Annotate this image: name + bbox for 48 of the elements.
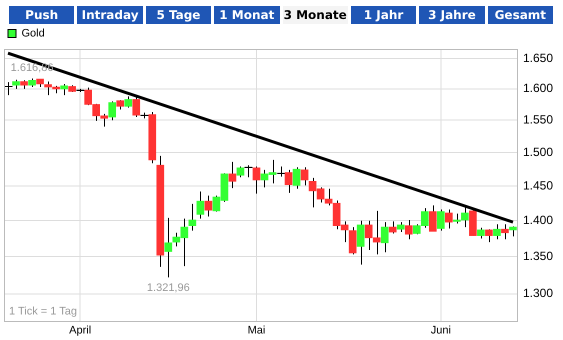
candlestick [196, 191, 204, 220]
candlestick [228, 161, 236, 189]
candlestick [116, 100, 124, 110]
candlestick [60, 83, 68, 96]
candlestick [493, 224, 501, 240]
y-tick-label: 1.450 [522, 178, 554, 192]
legend-label: Gold [22, 28, 45, 40]
text: 3 Monate [282, 6, 348, 24]
candlestick [388, 220, 397, 234]
candlestick [477, 227, 485, 239]
candlestick [445, 208, 453, 229]
text: Push [9, 6, 74, 24]
y-tick-label: 1.600 [522, 81, 554, 96]
y-tick-label: 1.400 [522, 213, 554, 228]
candlestick [348, 226, 356, 255]
candlestick [501, 224, 509, 240]
text: 1 Monat [214, 6, 280, 24]
candlestick [124, 96, 132, 108]
text: 5 Tage [146, 6, 212, 24]
candlestick [292, 166, 300, 190]
candlestick [108, 100, 116, 121]
y-tick-label: 1.350 [522, 248, 554, 263]
y-tick-label: 1.300 [522, 286, 554, 300]
annotation: 1.616,86 [10, 62, 54, 74]
candlestick [428, 204, 437, 232]
text: Gesamt [488, 6, 553, 24]
candlestick [380, 222, 389, 253]
annotation: 1.321,96 [146, 282, 190, 294]
y-tick-label: 1.550 [522, 112, 554, 127]
candlestick [396, 222, 405, 233]
candlestick [164, 217, 172, 278]
candlestick [12, 79, 20, 90]
y-tick-label: 1.650 [522, 50, 554, 65]
candlestick [436, 208, 445, 232]
candlestick [204, 195, 212, 217]
candlestick [300, 166, 308, 186]
candlestick [485, 228, 493, 243]
x-tick-label: Mai [248, 324, 266, 336]
candlestick [404, 220, 413, 240]
text: 1 Jahr [350, 6, 416, 24]
y-tick-label: 1.500 [522, 144, 554, 159]
candlestick [188, 203, 196, 232]
annotation: 1 Tick = 1 Tag [9, 305, 77, 318]
candlestick [356, 220, 365, 266]
text: 3 Jahre [419, 6, 485, 24]
x-tick-label: Juni [430, 324, 451, 336]
x-tick-label: April [69, 324, 92, 336]
text: Intraday [77, 6, 143, 24]
